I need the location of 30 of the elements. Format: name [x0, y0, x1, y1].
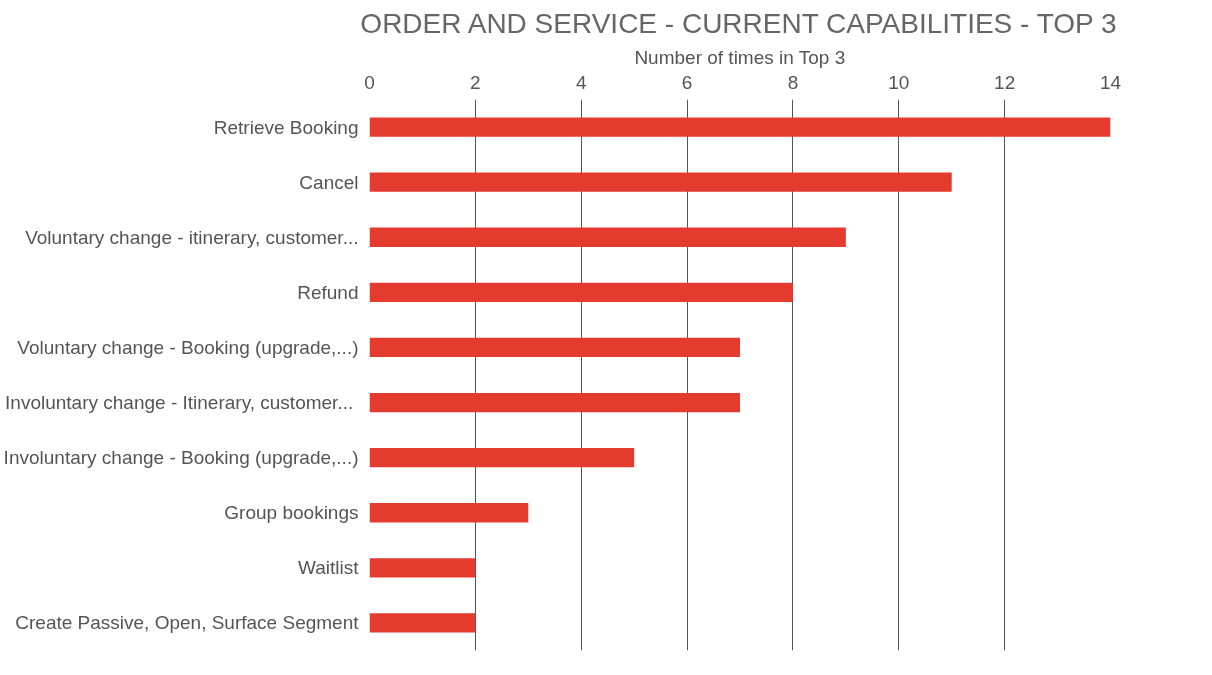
y-tick-label: Create Passive, Open, Surface Segment	[15, 612, 360, 634]
bar	[369, 448, 635, 468]
bar	[369, 337, 740, 358]
y-tick-label: Voluntary change - itinerary, customer...	[25, 226, 359, 248]
bar	[369, 558, 476, 578]
bar	[369, 392, 740, 413]
x-tick-label: 2	[470, 71, 481, 93]
x-axis-title: Number of times in Top 3	[634, 46, 846, 68]
x-tick-label: 14	[1099, 71, 1122, 93]
y-tick-label: Involuntary change - Itinerary, customer...	[5, 392, 354, 414]
x-tick-label: 10	[888, 71, 910, 93]
y-tick-label: Voluntary change - Booking (upgrade,...)	[17, 336, 359, 358]
bar	[369, 117, 1111, 137]
x-tick-label: 6	[681, 71, 693, 93]
x-tick-label: 0	[364, 71, 375, 93]
bar	[369, 172, 952, 192]
y-tick-label: Group bookings	[224, 502, 359, 524]
x-tick-label: 12	[994, 71, 1016, 93]
chart-title: ORDER AND SERVICE - CURRENT CAPABILITIES - TOP 3	[360, 7, 1117, 39]
y-tick-label: Waitlist	[297, 557, 360, 579]
y-tick-label: Refund	[297, 281, 359, 303]
y-tick-label: Involuntary change - Booking (upgrade,...)	[3, 447, 359, 469]
y-tick-label: Retrieve Booking	[213, 116, 359, 138]
bar	[369, 282, 793, 302]
x-tick-label: 4	[575, 71, 587, 93]
y-tick-label: Cancel	[299, 171, 359, 193]
bar	[369, 227, 846, 247]
bar	[369, 503, 529, 523]
x-tick-label: 8	[787, 71, 799, 93]
bar	[369, 613, 476, 633]
